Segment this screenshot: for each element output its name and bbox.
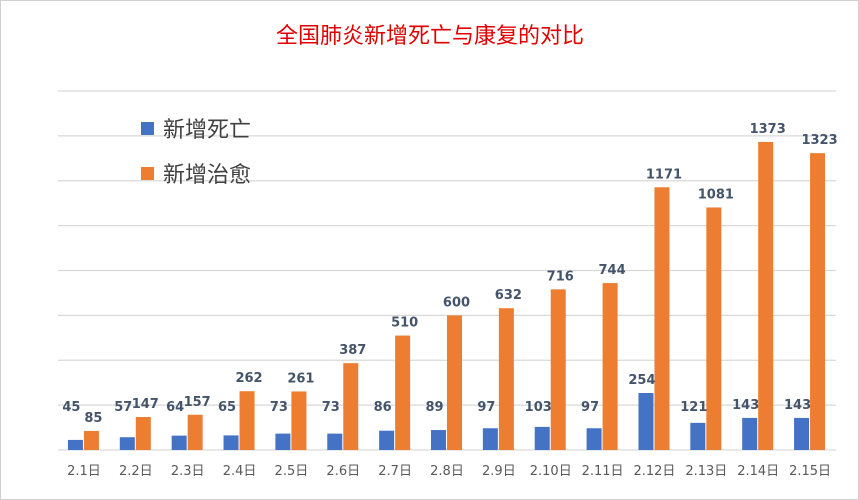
bar-recoveries (187, 414, 203, 450)
data-label-deaths: 65 (218, 400, 236, 415)
data-label-recoveries: 157 (184, 395, 211, 410)
x-tick-label: 2.6日 (326, 464, 360, 479)
bar-recoveries (83, 430, 99, 450)
bar-recoveries (343, 363, 359, 450)
x-tick-label: 2.14日 (737, 464, 779, 479)
bar-deaths (534, 426, 550, 450)
bar-recoveries (135, 417, 151, 450)
data-label-deaths: 97 (581, 400, 599, 415)
bar-deaths (742, 417, 758, 450)
data-label-deaths: 89 (425, 400, 443, 415)
data-label-recoveries: 600 (443, 295, 470, 310)
x-tick-label: 2.2日 (119, 464, 153, 479)
data-label-deaths: 73 (322, 400, 340, 415)
data-label-recoveries: 147 (132, 397, 159, 412)
x-tick-label: 2.1日 (67, 464, 101, 479)
data-label-recoveries: 387 (339, 343, 366, 358)
data-label-recoveries: 1373 (750, 122, 786, 137)
bar-recoveries (239, 391, 255, 450)
data-label-deaths: 103 (525, 400, 552, 415)
bar-deaths (171, 435, 187, 450)
bar-deaths (586, 428, 602, 450)
x-tick-label: 2.13日 (685, 464, 727, 479)
data-label-recoveries: 1323 (801, 133, 837, 148)
data-label-deaths: 143 (732, 398, 759, 413)
bar-recoveries (550, 289, 566, 450)
bar-deaths (223, 435, 239, 450)
bar-recoveries (810, 153, 826, 451)
bar-deaths (67, 439, 83, 450)
bar-deaths (482, 428, 498, 450)
bar-deaths (690, 422, 706, 450)
legend: 新增死亡 新增治愈 (141, 118, 251, 188)
data-label-recoveries: 261 (287, 371, 314, 386)
bar-recoveries (395, 335, 411, 450)
x-tick-label: 2.7日 (378, 464, 412, 479)
x-tick-label: 2.9日 (482, 464, 516, 479)
x-tick-label: 2.10日 (530, 464, 572, 479)
x-tick-label: 2.15日 (789, 464, 831, 479)
data-label-recoveries: 510 (391, 316, 418, 331)
x-tick-label: 2.4日 (223, 464, 257, 479)
data-label-deaths: 64 (166, 400, 184, 415)
data-label-deaths: 57 (114, 400, 132, 415)
data-label-deaths: 45 (62, 400, 80, 415)
data-label-deaths: 97 (477, 400, 495, 415)
data-label-deaths: 143 (784, 398, 811, 413)
data-label-recoveries: 262 (235, 371, 262, 386)
bar-deaths (379, 430, 395, 450)
data-label-recoveries: 632 (495, 288, 522, 303)
bar-recoveries (291, 391, 307, 450)
bar-recoveries (654, 187, 670, 450)
x-tick-label: 2.11日 (582, 464, 624, 479)
bar-recoveries (447, 315, 462, 450)
bar-deaths (327, 433, 343, 450)
bar-recoveries (706, 207, 722, 450)
bar-deaths (275, 433, 291, 450)
data-label-recoveries: 85 (84, 411, 102, 426)
bar-deaths (431, 430, 446, 450)
x-tick-label: 2.3日 (171, 464, 205, 479)
bar-recoveries (758, 141, 774, 451)
bar-recoveries (602, 283, 618, 450)
data-label-deaths: 121 (680, 400, 707, 415)
data-label-recoveries: 1171 (646, 167, 682, 182)
data-label-deaths: 73 (270, 400, 288, 415)
bar-deaths (794, 417, 810, 450)
data-label-deaths: 86 (374, 400, 392, 415)
x-tick-label: 2.8日 (430, 464, 464, 479)
legend-label-deaths: 新增死亡 (163, 118, 251, 143)
chart-title: 全国肺炎新增死亡与康复的对比 (276, 24, 584, 49)
data-label-deaths: 254 (628, 373, 655, 388)
bar-recoveries (498, 308, 514, 450)
x-tick-label: 2.12日 (633, 464, 675, 479)
data-label-recoveries: 744 (599, 263, 626, 278)
x-tick-label: 2.5日 (275, 464, 309, 479)
data-label-recoveries: 716 (547, 269, 574, 284)
legend-swatch-recoveries (141, 167, 154, 180)
legend-swatch-deaths (141, 122, 154, 135)
bar-deaths (638, 393, 654, 450)
data-label-recoveries: 1081 (698, 187, 734, 202)
legend-label-recoveries: 新增治愈 (163, 163, 251, 188)
bar-deaths (119, 437, 135, 450)
